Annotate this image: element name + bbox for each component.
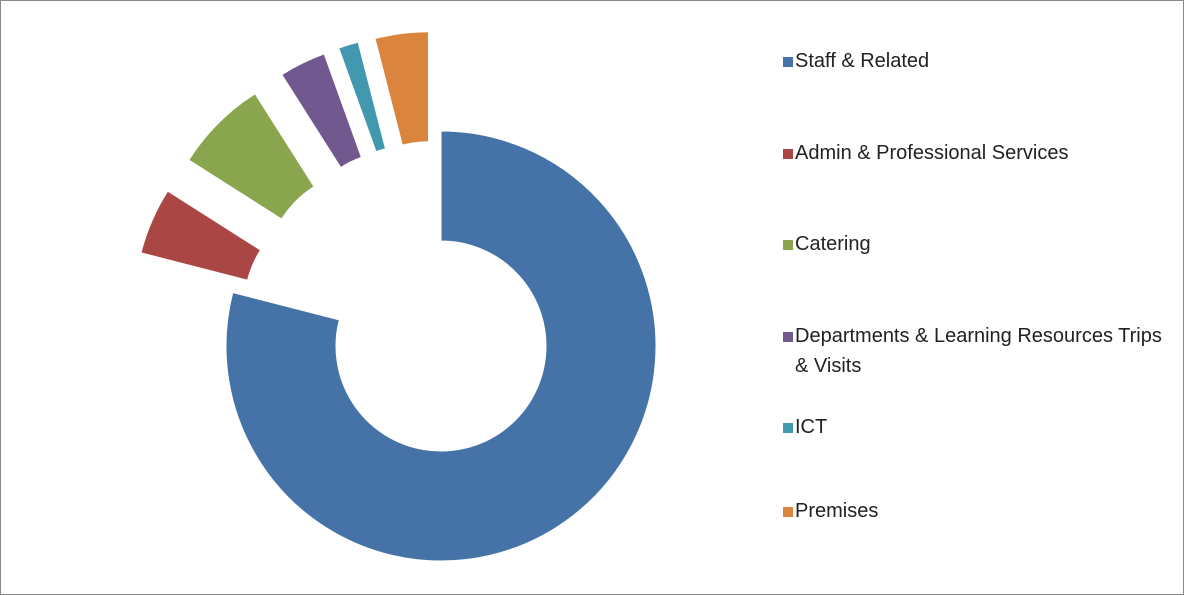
donut-slice (140, 190, 262, 281)
legend-swatch (783, 57, 793, 67)
legend-entry: Catering (783, 229, 1178, 259)
legend-label: Premises (795, 500, 879, 522)
donut-slice (281, 53, 363, 169)
legend-swatch (783, 423, 793, 433)
donut-slice (188, 93, 315, 220)
legend-entry: Departments & Learning Resources Trips &… (783, 321, 1178, 381)
legend-label: ICT (795, 416, 828, 438)
legend-entry: ICT (783, 412, 1178, 442)
donut-slice (225, 130, 657, 562)
legend-entry: Admin & Professional Services (783, 138, 1178, 168)
legend-label: Staff & Related (795, 50, 930, 72)
legend-swatch (783, 332, 793, 342)
legend-entry: Staff & Related (783, 46, 1178, 76)
legend-swatch (783, 507, 793, 517)
donut-slice (338, 41, 387, 153)
legend-label: Catering (795, 233, 871, 255)
legend-swatch (783, 240, 793, 250)
legend-label: Departments & Learning Resources Trips &… (795, 325, 1162, 377)
legend-swatch (783, 149, 793, 159)
donut-slice (374, 31, 429, 146)
legend-label: Admin & Professional Services (795, 142, 1069, 164)
legend-entry: Premises (783, 496, 1178, 526)
